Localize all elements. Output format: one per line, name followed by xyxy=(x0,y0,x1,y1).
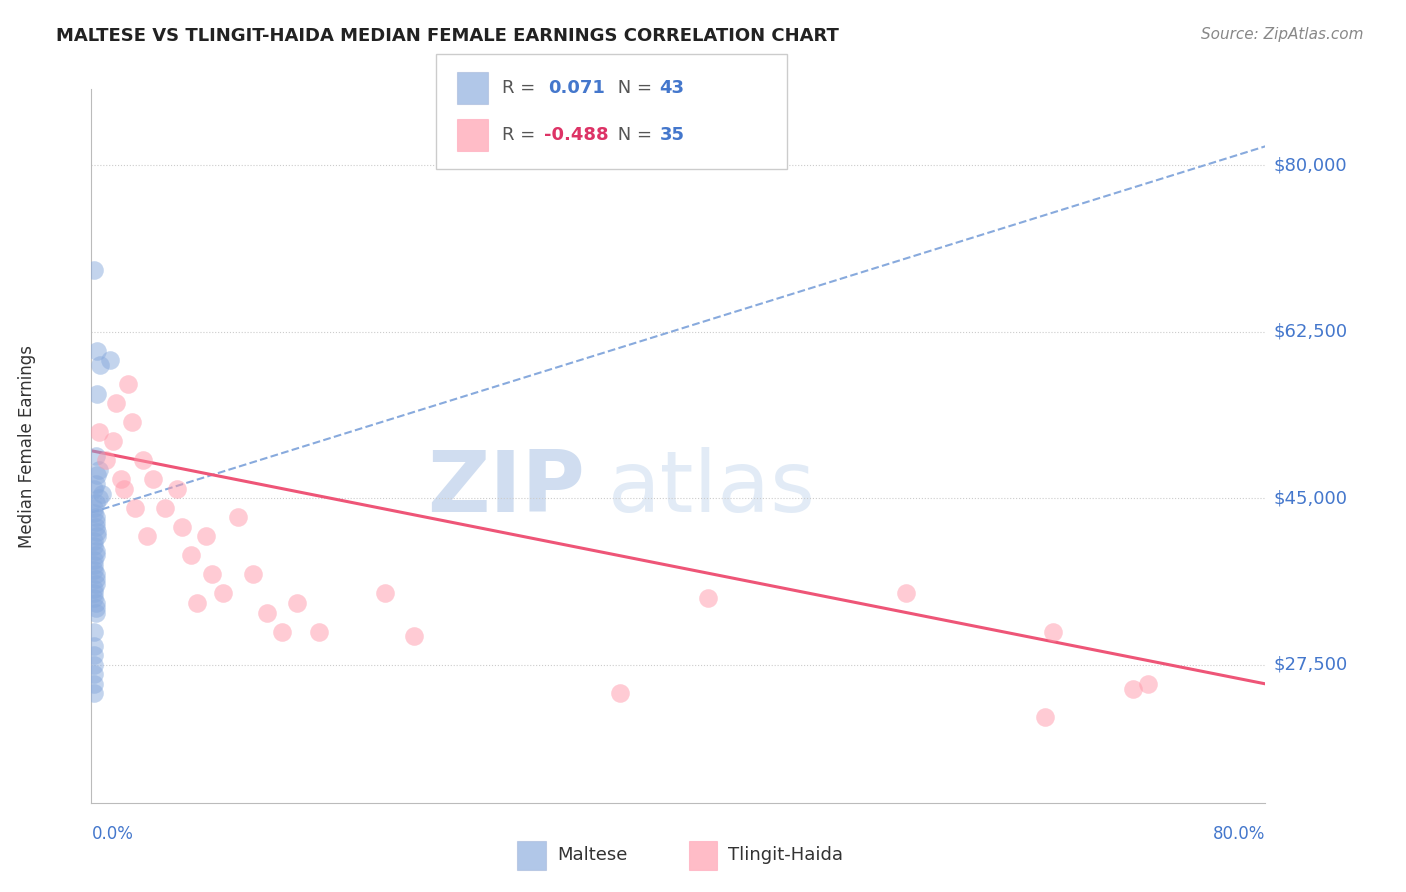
Text: Source: ZipAtlas.com: Source: ZipAtlas.com xyxy=(1201,27,1364,42)
Point xyxy=(374,586,396,600)
Text: atlas: atlas xyxy=(607,447,815,531)
Text: 43: 43 xyxy=(659,79,685,97)
Point xyxy=(153,500,176,515)
Point xyxy=(84,600,107,615)
Point xyxy=(84,567,107,582)
Point xyxy=(83,686,105,700)
Point xyxy=(212,586,235,600)
Point xyxy=(172,520,194,534)
Point xyxy=(117,377,139,392)
Point xyxy=(87,491,110,506)
Point xyxy=(84,606,107,620)
Point xyxy=(83,624,105,639)
Text: ZIP: ZIP xyxy=(427,447,585,531)
Point xyxy=(84,515,107,529)
Point xyxy=(166,482,188,496)
Text: R =: R = xyxy=(502,79,541,97)
Text: $62,500: $62,500 xyxy=(1274,323,1348,341)
Point xyxy=(89,358,111,372)
Point xyxy=(84,477,107,491)
Point xyxy=(83,263,105,277)
Point xyxy=(105,396,128,410)
Point xyxy=(83,648,105,663)
Text: MALTESE VS TLINGIT-HAIDA MEDIAN FEMALE EARNINGS CORRELATION CHART: MALTESE VS TLINGIT-HAIDA MEDIAN FEMALE E… xyxy=(56,27,839,45)
Point xyxy=(83,534,105,549)
Point xyxy=(84,510,107,524)
Text: 35: 35 xyxy=(659,126,685,144)
Point xyxy=(142,472,165,486)
Point xyxy=(696,591,718,606)
Point xyxy=(83,677,105,691)
Point xyxy=(86,343,108,358)
Point xyxy=(86,529,108,543)
Point xyxy=(84,496,107,510)
Point xyxy=(83,500,105,515)
Text: 80.0%: 80.0% xyxy=(1213,825,1265,843)
Point xyxy=(1033,710,1056,724)
Text: -0.488: -0.488 xyxy=(544,126,609,144)
Point xyxy=(186,596,208,610)
Point xyxy=(86,524,108,539)
Point xyxy=(87,425,110,439)
Point xyxy=(87,463,110,477)
Point xyxy=(1136,677,1159,691)
Point xyxy=(1122,681,1144,696)
Point xyxy=(83,586,105,600)
Point xyxy=(404,629,426,643)
Point xyxy=(84,577,107,591)
Text: Maltese: Maltese xyxy=(557,847,627,864)
Point xyxy=(83,539,105,553)
Point xyxy=(83,667,105,681)
Text: R =: R = xyxy=(502,126,541,144)
Point xyxy=(83,591,105,606)
Point xyxy=(83,482,105,496)
Point xyxy=(84,596,107,610)
Point xyxy=(86,467,108,482)
Point xyxy=(83,506,105,520)
Point xyxy=(132,453,155,467)
Text: Tlingit-Haida: Tlingit-Haida xyxy=(728,847,844,864)
Point xyxy=(226,510,249,524)
Point xyxy=(308,624,330,639)
Text: N =: N = xyxy=(612,79,658,97)
Point xyxy=(194,529,217,543)
Text: $80,000: $80,000 xyxy=(1274,156,1347,174)
Text: 0.071: 0.071 xyxy=(548,79,605,97)
Point xyxy=(136,529,159,543)
Point xyxy=(201,567,224,582)
Point xyxy=(271,624,294,639)
Point xyxy=(180,549,202,563)
Point xyxy=(110,472,132,486)
Point xyxy=(84,520,107,534)
Text: $27,500: $27,500 xyxy=(1274,656,1348,673)
Point xyxy=(256,606,278,620)
Point xyxy=(124,500,146,515)
Point xyxy=(112,482,135,496)
Point xyxy=(83,657,105,672)
Point xyxy=(83,582,105,596)
Point xyxy=(242,567,264,582)
Point xyxy=(83,639,105,653)
Point xyxy=(94,453,117,467)
Text: N =: N = xyxy=(612,126,658,144)
Text: 0.0%: 0.0% xyxy=(91,825,134,843)
Point xyxy=(103,434,125,449)
Point xyxy=(90,486,112,500)
Point xyxy=(121,415,143,429)
Point xyxy=(1042,624,1064,639)
Point xyxy=(83,558,105,572)
Point xyxy=(100,353,122,368)
Point xyxy=(84,549,107,563)
Point xyxy=(86,386,108,401)
Point xyxy=(609,686,631,700)
Point xyxy=(84,449,107,463)
Point xyxy=(285,596,308,610)
Point xyxy=(894,586,917,600)
Text: Median Female Earnings: Median Female Earnings xyxy=(18,344,35,548)
Point xyxy=(84,572,107,586)
Text: $45,000: $45,000 xyxy=(1274,490,1348,508)
Point xyxy=(83,563,105,577)
Point xyxy=(84,543,107,558)
Point xyxy=(83,553,105,567)
